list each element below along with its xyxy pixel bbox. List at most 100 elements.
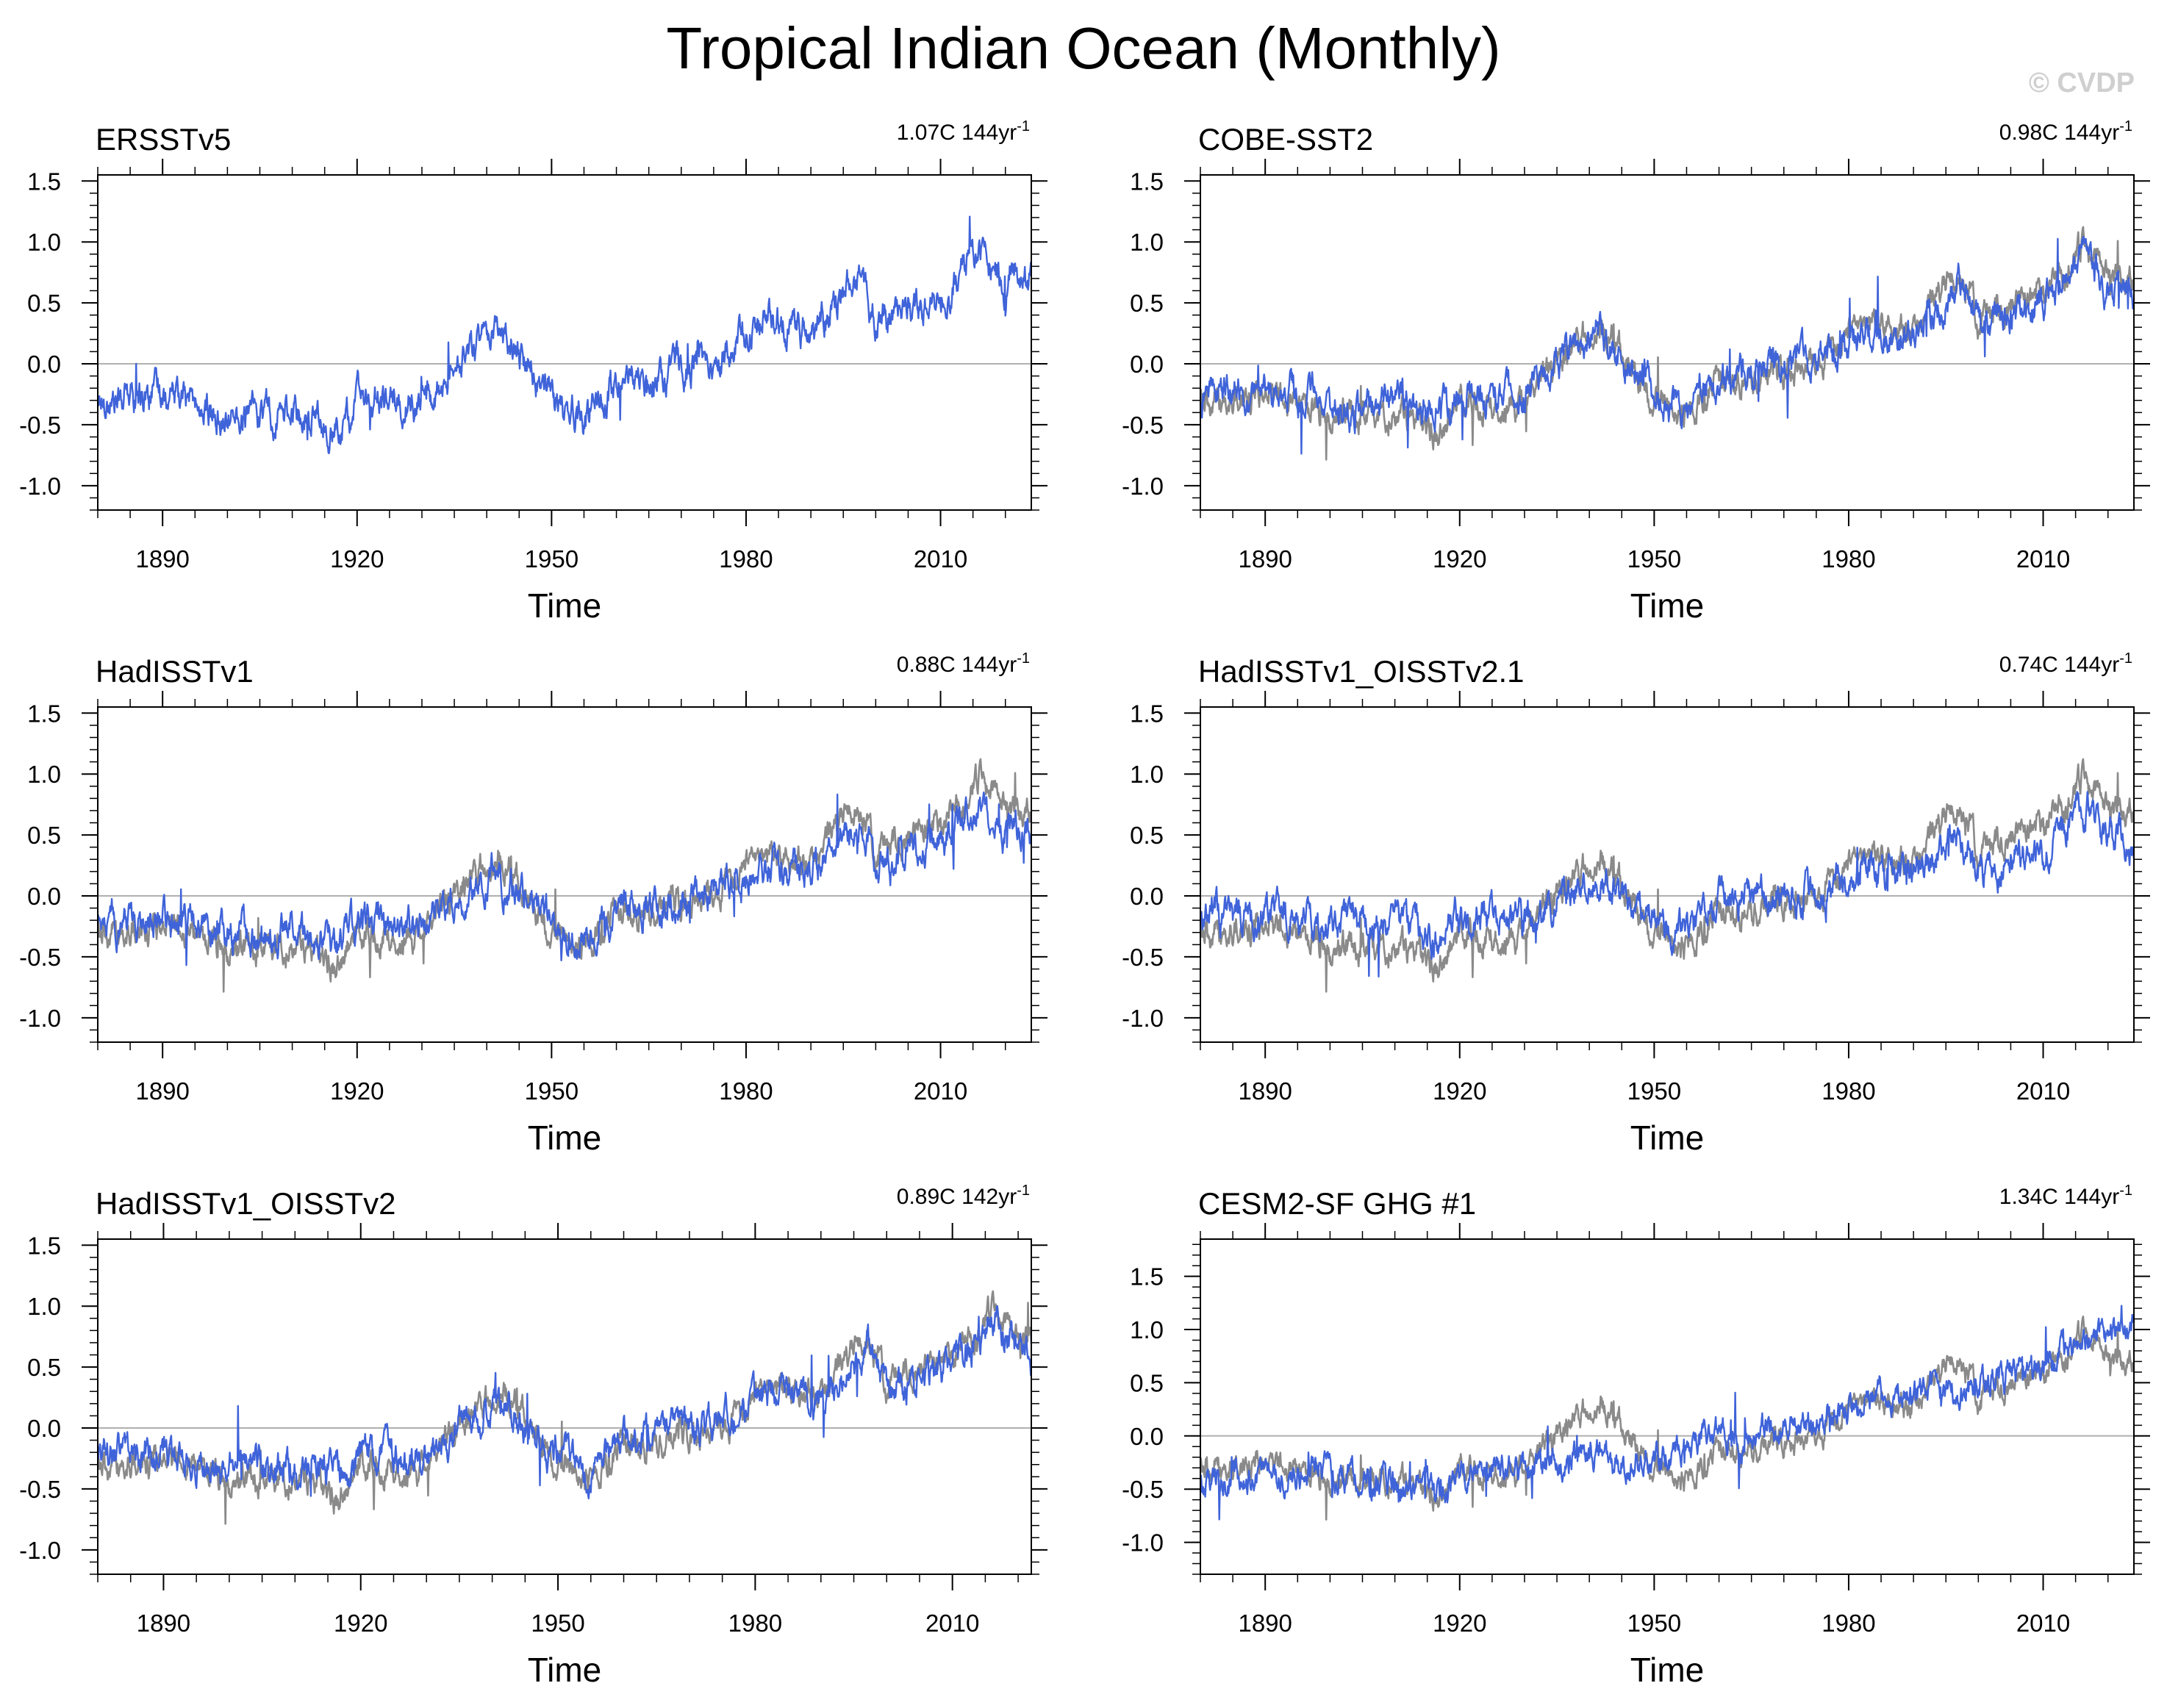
y-tick-label: -0.5 [1122, 1476, 1164, 1503]
x-tick-label: 1890 [135, 1077, 189, 1105]
x-tick-label: 1950 [1627, 545, 1681, 573]
y-tick-label: -1.0 [1122, 1005, 1164, 1032]
trend-label: 1.07C 144yr-1 [897, 118, 1030, 145]
x-tick-label: 1890 [1238, 1610, 1292, 1637]
x-tick-label: 1920 [330, 1077, 384, 1105]
y-tick-label: 0.5 [27, 1354, 61, 1381]
series-line-1 [98, 215, 1031, 454]
x-tick-label: 1950 [1627, 1610, 1681, 1637]
y-tick-label: 0.5 [27, 822, 61, 849]
trend-label: 0.98C 144yr-1 [1999, 118, 2132, 145]
y-tick-label: 1.0 [1130, 761, 1164, 788]
x-tick-label: 1890 [137, 1610, 190, 1637]
y-tick-label: 1.0 [27, 761, 61, 788]
x-tick-label: 1980 [1822, 1077, 1875, 1105]
x-tick-label: 1920 [1433, 1610, 1486, 1637]
panel-title: ERSSTv5 [96, 122, 231, 157]
y-tick-label: 0.0 [27, 1415, 61, 1442]
y-tick-label: 0.0 [27, 351, 61, 378]
x-tick-label: 2010 [925, 1610, 979, 1637]
x-axis-label: Time [528, 1119, 602, 1157]
x-tick-label: 1920 [1433, 1077, 1486, 1105]
series-line-1 [1200, 226, 2134, 461]
series-group [1200, 1305, 2134, 1521]
plot-frame [1200, 174, 2135, 511]
x-tick-label: 1890 [135, 545, 189, 573]
series-group [98, 1290, 1031, 1525]
x-tick-label: 1890 [1238, 1077, 1292, 1105]
series-line-1 [1200, 758, 2134, 993]
y-tick-label: 1.0 [27, 229, 61, 256]
y-tick-label: -1.0 [1122, 473, 1164, 500]
chart-panel-5: HadISSTv1_OISSTv2 0.89C 142yr-1 -1.0 -0.5 0.… [19, 1183, 1047, 1689]
series-line-2 [98, 791, 1031, 966]
trend-label: 1.34C 144yr-1 [1999, 1183, 2132, 1209]
chart-panel-4: HadISSTv1_OISSTv2.1 0.74C 144yr-1 -1.0 -0.5… [1122, 650, 2150, 1157]
plot-frame [97, 706, 1032, 1043]
y-tick-label: 0.5 [1130, 1369, 1164, 1396]
x-tick-label: 2010 [914, 545, 967, 573]
panel-title: HadISSTv1_OISSTv2 [96, 1186, 396, 1221]
panel-title: HadISSTv1 [96, 654, 254, 689]
x-axis-label: Time [528, 1651, 602, 1689]
series-line-2 [98, 1305, 1031, 1500]
x-tick-label: 2010 [2016, 1077, 2070, 1105]
x-tick-label: 1950 [525, 545, 579, 573]
series-line-2 [1200, 791, 2134, 977]
x-tick-label: 1950 [531, 1610, 584, 1637]
panel-title: HadISSTv1_OISSTv2.1 [1198, 654, 1525, 689]
y-tick-label: -0.5 [19, 412, 61, 439]
series-group [1200, 758, 2134, 993]
trend-label: 0.74C 144yr-1 [1999, 650, 2132, 677]
x-tick-label: 1950 [525, 1077, 579, 1105]
y-tick-label: 1.5 [27, 700, 61, 727]
chart-panel-3: HadISSTv1 0.88C 144yr-1 -1.0 -0.5 0.0 0.5 1.0 1… [19, 650, 1047, 1157]
chart-panel-1: ERSSTv5 1.07C 144yr-1 -1.0 -0.5 0.0 0.5 1.0 1.5… [19, 118, 1047, 625]
trend-exponent: -1 [1017, 1183, 1030, 1199]
y-tick-label: 1.5 [27, 168, 61, 195]
series-group [98, 758, 1031, 993]
y-tick-label: 0.0 [1130, 1423, 1164, 1450]
y-tick-label: -1.0 [19, 473, 61, 500]
y-tick-label: 0.5 [27, 290, 61, 317]
trend-exponent: -1 [2119, 118, 2132, 134]
y-tick-label: -0.5 [19, 1476, 61, 1503]
x-tick-label: 1980 [728, 1610, 782, 1637]
trend-exponent: -1 [1017, 650, 1030, 667]
x-tick-label: 1950 [1627, 1077, 1681, 1105]
y-tick-label: -0.5 [1122, 944, 1164, 971]
y-tick-label: -1.0 [19, 1005, 61, 1032]
plot-frame [97, 1238, 1032, 1575]
y-tick-label: -0.5 [1122, 412, 1164, 439]
y-tick-label: 0.0 [27, 883, 61, 910]
x-tick-label: 2010 [2016, 1610, 2070, 1637]
series-line-2 [1200, 236, 2134, 455]
y-tick-label: 1.0 [1130, 1316, 1164, 1343]
panel-title: CESM2-SF GHG #1 [1198, 1186, 1476, 1221]
y-tick-label: 1.0 [27, 1293, 61, 1320]
x-tick-label: 1890 [1238, 545, 1292, 573]
x-axis-label: Time [1630, 1119, 1705, 1157]
trend-label: 0.89C 142yr-1 [897, 1183, 1030, 1209]
x-tick-label: 1980 [1822, 1610, 1875, 1637]
x-tick-label: 1980 [719, 1077, 773, 1105]
y-tick-label: -1.0 [1122, 1529, 1164, 1557]
trend-exponent: -1 [1017, 118, 1030, 134]
x-tick-label: 2010 [914, 1077, 967, 1105]
chart-panel-6: CESM2-SF GHG #1 1.34C 144yr-1 -1.0 -0.5 0.0 0… [1122, 1183, 2150, 1689]
y-tick-label: 0.0 [1130, 351, 1164, 378]
x-tick-label: 1980 [1822, 545, 1875, 573]
plot-frame [97, 174, 1032, 511]
figure-title: Tropical Indian Ocean (Monthly) [666, 15, 1501, 81]
y-tick-label: 1.5 [27, 1232, 61, 1259]
x-axis-label: Time [1630, 586, 1705, 625]
y-tick-label: 0.5 [1130, 822, 1164, 849]
chart-panel-2: COBE-SST2 0.98C 144yr-1 -1.0 -0.5 0.0 0.5 1.0 1… [1122, 118, 2150, 625]
x-axis-label: Time [528, 586, 602, 625]
series-group [1200, 226, 2134, 461]
y-tick-label: -1.0 [19, 1537, 61, 1564]
x-tick-label: 1920 [334, 1610, 387, 1637]
plot-frame [1200, 1238, 2135, 1575]
y-tick-label: 1.5 [1130, 700, 1164, 727]
